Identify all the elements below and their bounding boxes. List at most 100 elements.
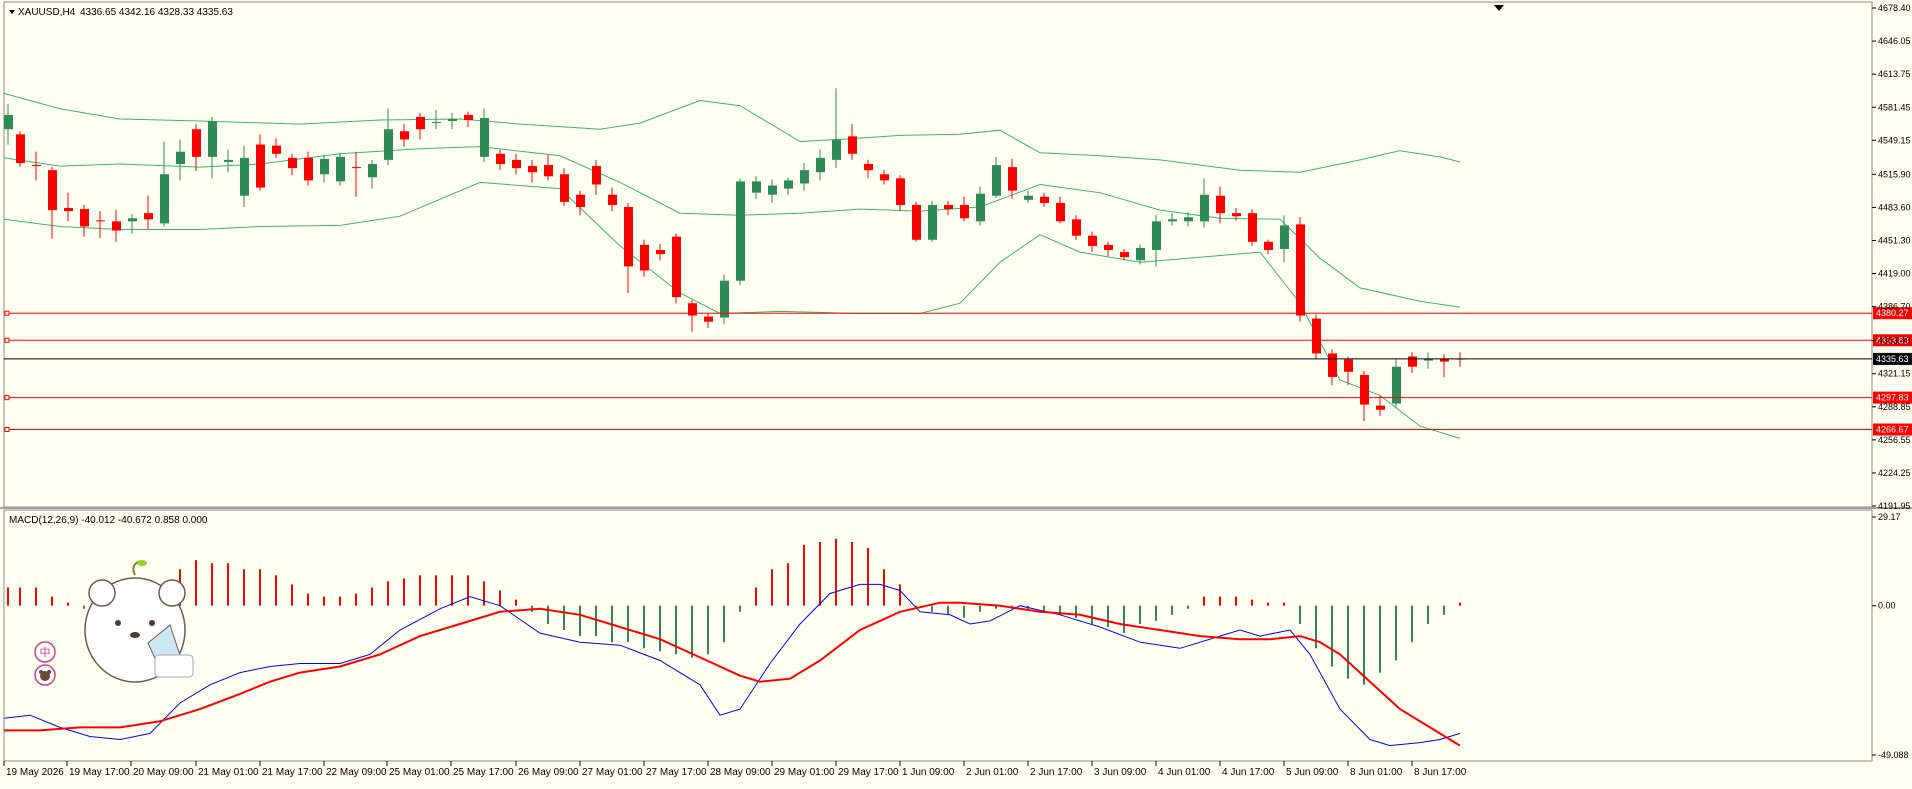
candle-body: [992, 165, 1001, 196]
main-pane-frame: [3, 1, 1873, 508]
price-label: 4224.25: [1878, 468, 1911, 478]
candle-body: [320, 158, 329, 175]
candle-body: [1408, 356, 1417, 367]
level-4380-handle[interactable]: [4, 310, 10, 316]
candle-body: [672, 236, 681, 298]
candle-body: [768, 185, 777, 195]
candle-body: [1232, 213, 1241, 217]
bear-face-icon: [40, 671, 50, 681]
horizontal-levels[interactable]: 4380.27 4353.83 4297.83 4266.67 4335.63: [4, 307, 1912, 436]
candle-body: [272, 145, 281, 154]
chart-shift-marker-icon[interactable]: [1494, 5, 1504, 11]
candle-body: [112, 221, 121, 231]
candle-body: [752, 181, 761, 193]
ohlc-readout: 4336.65 4342.16 4328.33 4335.63: [80, 7, 233, 18]
time-label: 29 May 01:00: [774, 767, 835, 778]
symbol-menu-icon[interactable]: [9, 10, 15, 14]
time-label: 8 Jun 17:00: [1414, 767, 1467, 778]
sticker-nose: [130, 632, 140, 638]
macd-axis: 29.17 0.00 -49.088: [1872, 512, 1909, 760]
candle-body: [512, 159, 521, 169]
candle-body: [1360, 374, 1369, 405]
candle-body: [576, 194, 585, 208]
candle-body: [784, 180, 793, 189]
candle-body: [64, 208, 73, 212]
price-label: 4419.00: [1878, 269, 1911, 279]
price-label: 4451.30: [1878, 235, 1911, 245]
candle-body: [864, 164, 873, 171]
sticker-badge-text: 中: [40, 646, 51, 659]
candle-body: [1296, 224, 1305, 316]
candle-body: [880, 174, 889, 181]
candle-body: [80, 209, 89, 227]
time-label: 4 Jun 17:00: [1222, 767, 1275, 778]
level-4266-tag: [1873, 423, 1912, 436]
time-label: 19 May 2026: [6, 767, 64, 778]
candle-body: [640, 244, 649, 271]
candle-body: [976, 193, 985, 222]
time-label: 28 May 09:00: [710, 767, 771, 778]
time-label: 1 Jun 09:00: [902, 767, 955, 778]
time-label: 27 May 01:00: [582, 767, 643, 778]
time-label: 3 Jun 09:00: [1094, 767, 1147, 778]
price-label: 4288.85: [1878, 402, 1911, 412]
level-4380-tag-text: 4380.27: [1876, 308, 1909, 318]
time-label: 25 May 17:00: [453, 767, 514, 778]
candle-body: [48, 170, 57, 211]
price-label: 4613.75: [1878, 69, 1911, 79]
time-label: 19 May 17:00: [69, 767, 130, 778]
symbol-title: XAUUSD,H4: [18, 7, 76, 18]
candle-body: [1152, 221, 1161, 251]
level-4266-handle[interactable]: [4, 427, 10, 433]
price-label: 4646.05: [1878, 36, 1911, 46]
price-label: 4581.45: [1878, 102, 1911, 112]
candle-body: [1088, 235, 1097, 246]
time-label: 5 Jun 09:00: [1286, 767, 1339, 778]
candle-body: [720, 280, 729, 318]
time-label: 29 May 17:00: [838, 767, 899, 778]
time-label: 26 May 09:00: [518, 767, 579, 778]
level-4353-handle[interactable]: [4, 337, 10, 343]
time-label: 21 May 01:00: [198, 767, 259, 778]
sticker-ear-left: [88, 579, 116, 607]
price-label: 4256.55: [1878, 435, 1911, 445]
candle-body: [208, 121, 217, 157]
level-4297-tag-text: 4297.83: [1876, 393, 1909, 403]
candle-body: [1248, 213, 1257, 242]
candle-body: [304, 157, 313, 181]
band-lower: [3, 181, 1461, 439]
candle-body: [352, 167, 361, 169]
candle-body: [1056, 202, 1065, 222]
candle-body: [256, 144, 265, 188]
candle-body: [1280, 225, 1289, 249]
candle-body: [1440, 358, 1449, 362]
time-label: 22 May 09:00: [326, 767, 387, 778]
time-label: 4 Jun 01:00: [1158, 767, 1211, 778]
candle-body: [1008, 167, 1017, 191]
bear-ear-left-icon: [39, 670, 43, 674]
candle-body: [544, 165, 553, 177]
candle-body: [240, 157, 249, 196]
candle-body: [1136, 247, 1145, 261]
level-4297-tag: [1873, 391, 1912, 404]
candle-body: [1312, 318, 1321, 354]
macd-title: MACD(12,26,9) -40.012 -40.672 0.858 0.00…: [9, 515, 208, 526]
candle-body: [1328, 353, 1337, 377]
sticker-eye-left: [115, 620, 121, 626]
time-axis: 19 May 2026 19 May 17:00 20 May 09:00 21 Ma…: [3, 761, 1467, 778]
candle-body: [832, 139, 841, 160]
candlesticks: [4, 88, 1465, 421]
candle-body: [816, 157, 825, 173]
level-4297-handle[interactable]: [4, 395, 10, 401]
candle-body: [176, 151, 185, 165]
candle-body: [128, 218, 137, 222]
candle-body: [224, 159, 233, 162]
price-label: 4321.15: [1878, 369, 1911, 379]
candle-body: [448, 118, 457, 122]
price-label: 4386.70: [1878, 302, 1911, 312]
current-price-tag: [1873, 352, 1912, 365]
price-label: 4678.40: [1878, 3, 1911, 13]
candle-body: [192, 129, 201, 157]
